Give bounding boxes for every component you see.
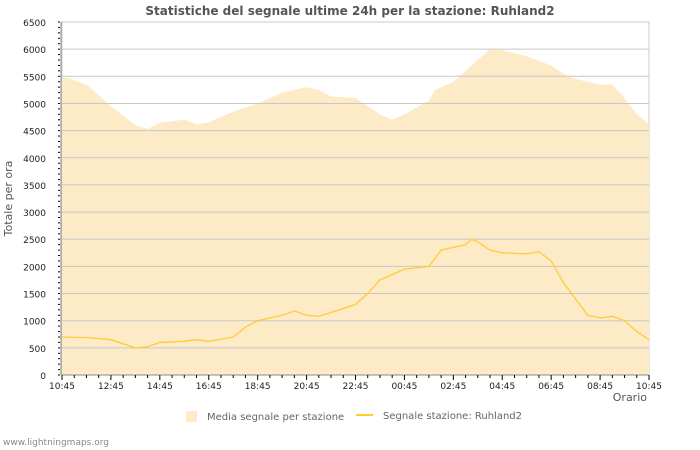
x-tick-label: 02:45 bbox=[440, 382, 466, 392]
chart-title: Statistiche del segnale ultime 24h per l… bbox=[145, 4, 555, 18]
x-tick-label: 12:45 bbox=[98, 382, 124, 392]
legend-label-average: Media segnale per stazione bbox=[207, 412, 345, 423]
y-tick-label: 4000 bbox=[23, 155, 46, 165]
legend-label-station: Segnale stazione: Ruhland2 bbox=[383, 411, 522, 422]
y-axis-label: Totale per ora bbox=[2, 161, 15, 238]
x-tick-label: 18:45 bbox=[245, 382, 271, 392]
y-tick-label: 1500 bbox=[23, 291, 46, 301]
y-tick-label: 2000 bbox=[23, 263, 46, 273]
x-tick-label: 10:45 bbox=[636, 382, 662, 392]
credit-link[interactable]: www.lightningmaps.org bbox=[3, 438, 109, 448]
y-tick-label: 1000 bbox=[23, 318, 46, 328]
x-tick-label: 14:45 bbox=[147, 382, 173, 392]
y-tick-label: 0 bbox=[40, 372, 46, 382]
x-tick-label: 20:45 bbox=[294, 382, 320, 392]
y-tick-label: 5500 bbox=[23, 73, 46, 83]
x-tick-label: 04:45 bbox=[489, 382, 515, 392]
x-tick-label: 06:45 bbox=[538, 382, 564, 392]
y-tick-label: 3000 bbox=[23, 209, 46, 219]
y-tick-label: 500 bbox=[29, 345, 46, 355]
legend-swatch-area bbox=[186, 411, 197, 422]
x-tick-label: 16:45 bbox=[196, 382, 222, 392]
x-tick-label: 22:45 bbox=[343, 382, 369, 392]
x-tick-label: 10:45 bbox=[49, 382, 75, 392]
x-axis-label: Orario bbox=[613, 391, 648, 404]
legend-item-station: Segnale stazione: Ruhland2 bbox=[356, 411, 522, 422]
y-tick-label: 4500 bbox=[23, 128, 46, 138]
y-tick-label: 3500 bbox=[23, 182, 46, 192]
y-tick-label: 5000 bbox=[23, 100, 46, 110]
legend-item-average: Media segnale per stazione bbox=[186, 411, 344, 423]
y-tick-label: 6500 bbox=[23, 19, 46, 29]
legend-swatch-line bbox=[356, 414, 373, 416]
x-tick-label: 08:45 bbox=[587, 382, 613, 392]
y-tick-label: 2500 bbox=[23, 236, 46, 246]
y-tick-label: 6000 bbox=[23, 46, 46, 56]
x-tick-label: 00:45 bbox=[391, 382, 417, 392]
